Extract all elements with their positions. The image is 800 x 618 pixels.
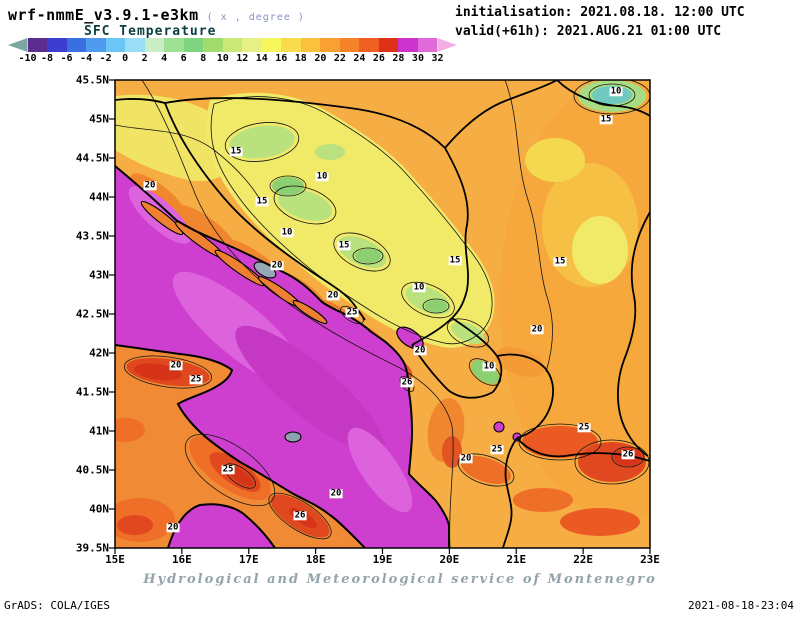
colorbar-segment xyxy=(66,38,87,52)
colorbar-tick-label: -8 xyxy=(41,53,54,64)
y-tick-label: 39.5N xyxy=(75,541,109,555)
colorbar-segment xyxy=(125,38,145,52)
colorbar-tick-label: 4 xyxy=(161,53,168,64)
colorbar-tick-label: -2 xyxy=(99,53,112,64)
x-axis-labels: 15E 16E 17E 18E 19E 20E 21E 22E 23E xyxy=(0,551,800,567)
x-tick-label: 23E xyxy=(640,553,660,566)
x-tick-label: 19E xyxy=(372,553,393,566)
colorbar-segment xyxy=(203,38,223,52)
colorbar-segment xyxy=(339,38,360,52)
init-time: initialisation: 2021.08.18. 12:00 UTC xyxy=(455,5,745,20)
model-title-text: wrf-nmmE_v3.9.1-e3km xyxy=(8,6,199,24)
colorbar-tick-label: 18 xyxy=(294,53,307,64)
x-tick-label: 22E xyxy=(573,553,594,566)
model-title: wrf-nmmE_v3.9.1-e3km ( x , degree ) xyxy=(8,6,305,24)
x-tick-label: 18E xyxy=(305,553,326,566)
x-tick-label: 20E xyxy=(439,553,460,566)
colorbar-segment xyxy=(359,38,379,52)
colorbar-segment xyxy=(261,38,282,52)
colorbar-segment xyxy=(105,38,126,52)
y-axis-labels: 45.5N 45N 44.5N 44N 43.5N 43N 42.5N 42N 41.5N 41N… xyxy=(0,0,111,618)
colorbar-segment xyxy=(183,38,204,52)
colorbar-tick-label: 20 xyxy=(314,53,327,64)
colorbar-labels: -10 -8 -6 -4 -2 0 2 4 6 8 10 12 14 16 18 20 22 24 26 28 30 32 xyxy=(8,53,457,67)
colorbar: -10 -8 -6 -4 -2 0 2 4 6 8 10 12 14 16 18 20 22 24 26 28 30 32 xyxy=(8,38,457,70)
colorbar-tick-label: 12 xyxy=(236,53,249,64)
colorbar-segment xyxy=(281,38,301,52)
colorbar-segment xyxy=(300,38,321,52)
colorbar-tick-label: 2 xyxy=(141,53,148,64)
colorbar-segment xyxy=(144,38,165,52)
colorbar-segment xyxy=(86,38,106,52)
y-tick-label: 45N xyxy=(89,112,109,126)
colorbar-tick-label: 6 xyxy=(180,53,187,64)
colorbar-tick-label: 10 xyxy=(216,53,229,64)
y-tick-label: 42N xyxy=(89,346,109,360)
y-tick-label: 41N xyxy=(89,424,109,438)
colorbar-tick-label: 28 xyxy=(392,53,405,64)
colorbar-segment xyxy=(437,38,457,52)
x-tick-label: 15E xyxy=(105,553,125,566)
y-tick-label: 43N xyxy=(89,268,109,282)
colorbar-segment xyxy=(47,38,67,52)
field-label: SFC Temperature xyxy=(84,24,217,39)
colorbar-tick-label: 14 xyxy=(255,53,268,64)
x-tick-label: 16E xyxy=(171,553,192,566)
grads-credit: GrADS: COLA/IGES xyxy=(4,599,110,612)
plot-timestamp: 2021-08-18-23:04 xyxy=(688,599,794,612)
y-tick-label: 42.5N xyxy=(75,307,109,321)
colorbar-segment xyxy=(417,38,438,52)
colorbar-segment xyxy=(320,38,340,52)
colorbar-tick-label: -4 xyxy=(80,53,93,64)
x-tick-label: 17E xyxy=(238,553,259,566)
colorbar-segment xyxy=(27,38,48,52)
y-tick-label: 44N xyxy=(89,190,109,204)
colorbar-tick-label: 24 xyxy=(353,53,366,64)
colorbar-tick-label: 0 xyxy=(122,53,129,64)
colorbar-cells xyxy=(8,38,457,52)
x-tick-label: 21E xyxy=(506,553,527,566)
colorbar-segment xyxy=(222,38,243,52)
y-tick-label: 40N xyxy=(89,502,109,516)
service-credit: Hydrological and Meteorological service … xyxy=(143,572,657,587)
valid-time: valid(+61h): 2021.AUG.21 01:00 UTC xyxy=(455,24,722,39)
colorbar-segment xyxy=(378,38,399,52)
country-borders xyxy=(115,80,650,548)
colorbar-tick-label: 16 xyxy=(275,53,288,64)
y-tick-label: 40.5N xyxy=(75,463,109,477)
colorbar-tick-label: 30 xyxy=(411,53,424,64)
colorbar-tick-label: 22 xyxy=(333,53,346,64)
y-tick-label: 44.5N xyxy=(75,151,109,165)
colorbar-segment xyxy=(242,38,262,52)
colorbar-tick-label: -10 xyxy=(18,53,37,64)
colorbar-tick-label: 8 xyxy=(200,53,207,64)
colorbar-segment xyxy=(164,38,184,52)
colorbar-tick-label: 32 xyxy=(431,53,444,64)
y-tick-label: 43.5N xyxy=(75,229,109,243)
colorbar-tick-label: 26 xyxy=(372,53,385,64)
y-tick-label: 45.5N xyxy=(75,73,109,87)
colorbar-tick-label: -6 xyxy=(60,53,73,64)
axis-ticks xyxy=(109,79,651,554)
islands-and-lakes xyxy=(140,200,522,443)
colorbar-segment xyxy=(398,38,418,52)
model-units: ( x , degree ) xyxy=(206,12,305,23)
y-tick-label: 41.5N xyxy=(75,385,109,399)
